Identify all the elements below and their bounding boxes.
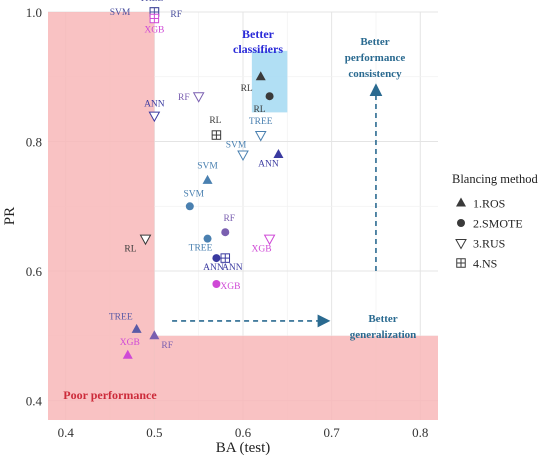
data-point-rl (211, 130, 222, 140)
point-label-tree: TREE (189, 244, 213, 254)
annotation-generalization-2: generalization (350, 329, 417, 341)
data-point-svm (202, 174, 213, 184)
point-label-xgb: XGB (144, 25, 164, 35)
data-point-ann (148, 111, 161, 123)
legend: Blancing method 1.ROS 2.SMOTE 3.RUS 4.NS (452, 172, 538, 271)
point-label-ann: ANN (144, 100, 165, 110)
better-classifiers-region (251, 50, 288, 113)
legend-marker-circle (457, 219, 465, 227)
data-point-rl (139, 234, 152, 246)
point-label-rl: RL (253, 105, 265, 115)
annotation-better-classifiers-2: classifiers (233, 42, 283, 56)
point-label-svm: SVM (184, 189, 205, 199)
point-label-ann: ANN (258, 159, 279, 169)
legend-marker-triangle-up (456, 197, 466, 207)
data-point-svm (237, 150, 249, 162)
x-axis-title: BA (test) (216, 440, 271, 456)
data-point-tree (254, 131, 267, 142)
points (122, 7, 284, 359)
data-point-xgb (212, 280, 221, 288)
point-label-rl: RL (124, 245, 136, 255)
data-point-xgb (263, 234, 276, 246)
y-tick-label: 0.4 (26, 394, 43, 409)
poor-performance-region (48, 12, 155, 420)
point-label-tree: TREE (249, 117, 273, 127)
point-label-ann: ANN (203, 263, 224, 273)
x-tick-label: 0.8 (412, 425, 428, 440)
annotation-poor-performance: Poor performance (63, 388, 157, 402)
x-tick-label: 0.7 (324, 425, 341, 440)
poor-performance-region-bottom (154, 335, 438, 420)
legend-marker-triangle-down-open (455, 239, 467, 250)
regions (48, 12, 438, 420)
point-label-xgb: XGB (120, 338, 140, 348)
data-point-rf (221, 228, 230, 237)
point-label-rf: RF (178, 93, 190, 103)
point-label-xgb: XGB (252, 245, 272, 255)
y-tick-label: 0.6 (26, 264, 43, 279)
data-point-svm (185, 202, 194, 211)
data-point-rf (149, 330, 160, 340)
legend-title: Blancing method (452, 172, 538, 186)
y-axis-title: PR (2, 207, 18, 225)
legend-marker-square-plus (456, 258, 466, 268)
point-label-xgb: XGB (220, 282, 240, 292)
legend-label: 4.NS (473, 257, 497, 271)
y-tick-label: 0.8 (26, 135, 42, 150)
legend-label: 2.SMOTE (473, 217, 523, 231)
data-point-ann (220, 253, 231, 263)
annotation-better-classifiers: Better (242, 27, 275, 41)
point-label-ann: ANN (222, 263, 243, 273)
point-label-rf: RF (170, 10, 182, 20)
data-point-rf (192, 92, 205, 103)
point-label-rl: RL (241, 84, 253, 94)
point-label-svm: SVM (197, 161, 218, 171)
x-tick-label: 0.5 (146, 425, 162, 440)
legend-label: 1.ROS (473, 197, 505, 211)
point-label-rl: RL (209, 116, 221, 126)
legend-label: 3.RUS (473, 237, 505, 251)
data-point-tree (131, 323, 142, 333)
data-point-ann (273, 148, 284, 158)
point-label-rf: RF (223, 214, 235, 224)
x-tick-label: 0.6 (235, 425, 252, 440)
ticks: 0.4 0.5 0.6 0.7 0.8 0.4 0.6 0.8 1.0 (26, 5, 429, 440)
x-tick-label: 0.4 (58, 425, 75, 440)
point-label-tree: TREE (139, 0, 163, 4)
point-label-tree: TREE (109, 312, 133, 322)
annotation-generalization: Better (368, 313, 397, 325)
data-point-xgb (149, 13, 160, 24)
data-point-tree (203, 234, 212, 243)
point-label-rf: RF (161, 341, 173, 351)
point-label-svm: SVM (110, 8, 131, 18)
annotation-consistency-3: consistency (348, 68, 402, 80)
data-point-rl (265, 92, 274, 101)
y-tick-label: 1.0 (26, 5, 42, 20)
point-labels: TREE SVM RF XGB RL RL RF ANN RL TREE SVM ANN SVM SVM R… (109, 0, 279, 351)
data-point-rl (255, 71, 266, 81)
data-point-ann (212, 254, 221, 263)
annotation-consistency: Better (360, 36, 389, 48)
annotation-consistency-2: performance (345, 52, 406, 64)
arrows (172, 83, 383, 328)
data-point-xgb (122, 349, 133, 359)
point-label-svm: SVM (226, 140, 247, 150)
